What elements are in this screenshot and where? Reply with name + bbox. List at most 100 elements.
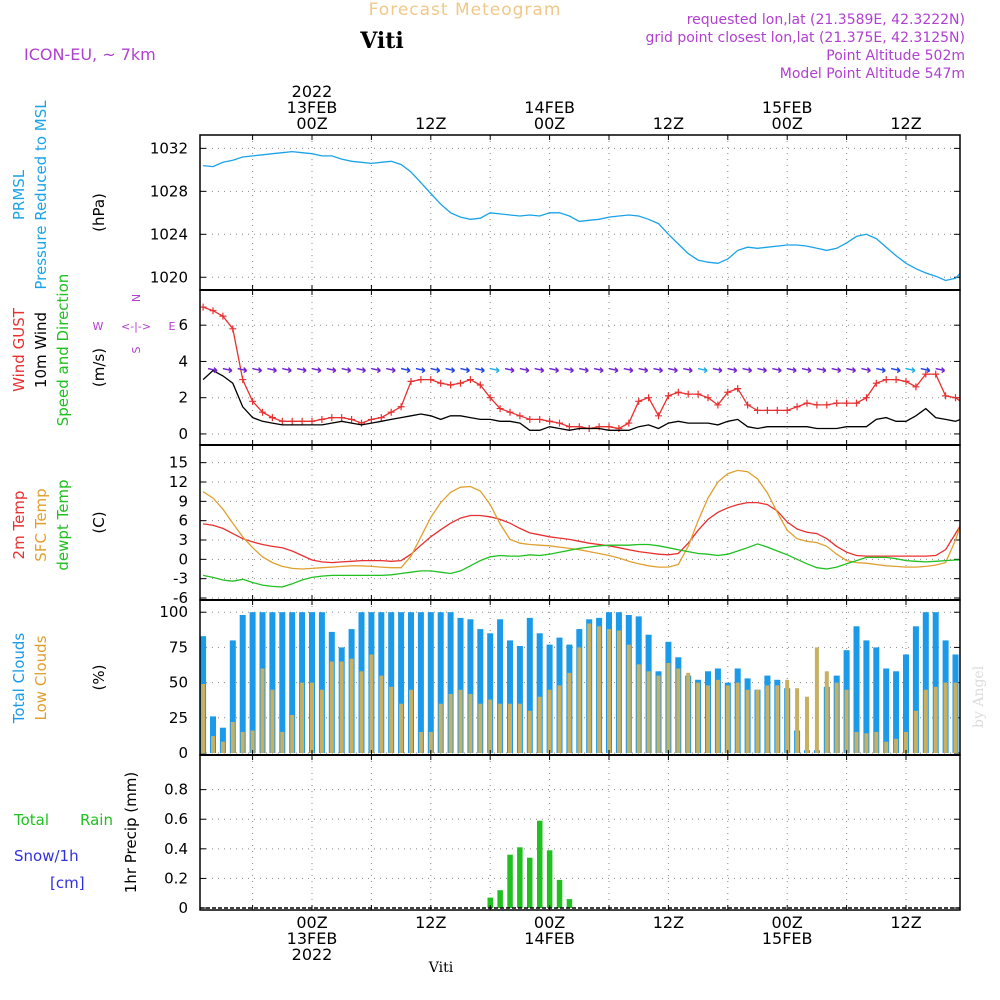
y-tick-label: -6 <box>173 589 188 607</box>
bar <box>546 850 553 908</box>
bottom-time-label: 13FEB <box>287 929 338 948</box>
gust-marker <box>367 415 375 423</box>
side-label: Low Clouds <box>32 635 50 720</box>
bottom-time-label: 00Z <box>772 913 803 932</box>
bottom-time-label: 15FEB <box>762 929 813 948</box>
gust-marker <box>466 376 474 384</box>
y-tick-label: 3 <box>178 531 188 549</box>
bar <box>666 662 671 753</box>
bottom-time-label: 00Z <box>296 913 327 932</box>
gust-marker <box>229 325 237 333</box>
wind-arrow <box>519 367 530 374</box>
y-tick-label: 0.8 <box>164 781 188 799</box>
series-line <box>203 501 960 564</box>
bar <box>537 820 543 908</box>
wind-arrow <box>475 367 485 374</box>
gust-marker <box>704 394 712 402</box>
y-tick-label: 0.6 <box>164 810 188 828</box>
wind-arrow <box>742 367 753 374</box>
gust-marker <box>655 412 662 420</box>
top-time-label: 15FEB <box>762 98 813 117</box>
bottom-time-label: 12Z <box>653 913 684 932</box>
bottom-time-label: 2022 <box>292 945 333 964</box>
wind-arrow <box>831 367 842 374</box>
gust-marker <box>387 408 395 416</box>
panel-border <box>199 754 961 911</box>
y-tick-label: 6 <box>178 316 188 334</box>
bar <box>844 689 849 753</box>
bar <box>646 671 651 753</box>
wind-arrow <box>222 367 233 374</box>
bottom-time-label: 00Z <box>534 913 565 932</box>
y-tick-label: -3 <box>173 570 188 588</box>
bar <box>389 686 394 753</box>
bar <box>447 612 454 753</box>
bar <box>468 693 473 753</box>
bar <box>488 699 493 753</box>
gust-marker <box>278 417 286 425</box>
y-tick-label: 0 <box>178 550 188 568</box>
y-tick-label: 2 <box>178 389 188 407</box>
model-label: ICON-EU, ~ 7km <box>24 45 156 64</box>
side-label: 2m Temp <box>10 491 28 560</box>
bar <box>418 731 423 753</box>
gust-marker <box>635 397 643 405</box>
bar <box>427 612 434 753</box>
bar <box>953 682 958 753</box>
wind-arrow <box>207 367 218 374</box>
y-tick-label: 4 <box>178 352 188 370</box>
gust-marker <box>625 419 633 427</box>
top-time-label: 00Z <box>772 114 803 133</box>
bar <box>379 675 384 753</box>
wind-arrow <box>341 367 352 374</box>
gust-marker <box>803 399 811 407</box>
gust-marker <box>763 406 771 414</box>
bar <box>230 722 235 753</box>
gust-marker <box>833 399 841 407</box>
y-tick-label: 9 <box>178 492 188 510</box>
bar <box>478 703 483 753</box>
bar <box>300 682 305 753</box>
y-tick-label: 25 <box>169 709 188 727</box>
pressure-panel: 1020 1024 1028 1032 (hPa) PRMSL Pressure Reduc… <box>10 100 961 291</box>
bar <box>873 647 880 753</box>
bar <box>814 647 819 753</box>
bar <box>437 612 444 753</box>
gust-marker <box>892 376 900 384</box>
bar <box>536 633 543 753</box>
bar <box>517 703 522 753</box>
bar <box>497 619 504 753</box>
bar <box>962 662 968 754</box>
gust-marker <box>813 401 821 409</box>
info-line-3: Point Altitude 502m <box>826 48 965 64</box>
bar <box>507 854 513 908</box>
bar <box>290 715 295 753</box>
wind-arrow <box>504 367 515 374</box>
wind-arrow <box>683 367 693 374</box>
y-tick-label: 0 <box>178 744 188 762</box>
footer-station: Viti <box>428 960 454 976</box>
y-tick-label: 1032 <box>150 139 188 157</box>
top-time-label: 12Z <box>890 114 921 133</box>
wind-arrow <box>727 367 738 374</box>
gust-marker <box>397 403 405 411</box>
side-label-total: Total <box>13 811 49 829</box>
bar <box>715 679 720 753</box>
gust-marker <box>853 399 860 407</box>
bar <box>785 679 790 753</box>
gust-marker <box>407 377 415 385</box>
wind-panel: 0 2 4 6 (m/s) N S W E <-|-> Wind GUST 10m Wind Speed… <box>10 274 961 446</box>
y-tick-label: 0.4 <box>164 840 188 858</box>
bar <box>487 897 493 908</box>
info-line-4: Model Point Altitude 547m <box>780 66 965 82</box>
wind-arrow <box>296 367 307 374</box>
gust-marker <box>427 376 435 384</box>
bar <box>735 682 740 753</box>
wind-arrow <box>386 367 396 374</box>
bar <box>577 647 582 753</box>
bar <box>279 612 286 753</box>
gust-marker <box>506 408 514 416</box>
y-tick-label: 1020 <box>150 268 188 286</box>
